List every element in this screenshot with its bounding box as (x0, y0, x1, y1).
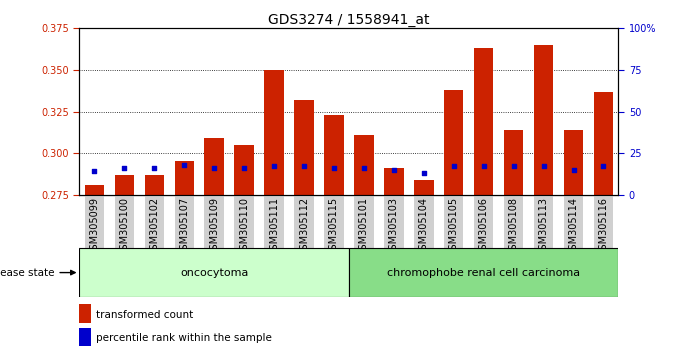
Point (568, 167, 579, 173)
Text: disease state: disease state (0, 268, 54, 278)
Bar (534, 45, 553, 195)
Bar (444, 90, 464, 195)
Bar (205, 138, 224, 195)
Text: transformed count: transformed count (95, 310, 193, 320)
Text: GSM305105: GSM305105 (448, 198, 459, 257)
Bar (79, 304, 91, 323)
Bar (564, 195, 583, 248)
Text: GSM305104: GSM305104 (419, 198, 429, 256)
Point (448, 164, 460, 169)
Text: GSM305114: GSM305114 (569, 198, 578, 256)
Point (89, 169, 100, 174)
Text: GSM305102: GSM305102 (149, 198, 160, 257)
Bar (594, 195, 613, 248)
Bar (354, 135, 374, 195)
Title: GDS3274 / 1558941_at: GDS3274 / 1558941_at (268, 13, 430, 27)
Point (538, 164, 549, 169)
Text: GSM305110: GSM305110 (239, 198, 249, 256)
Bar (444, 195, 464, 248)
Bar (175, 195, 194, 248)
Bar (384, 195, 404, 248)
Bar (354, 195, 374, 248)
Bar (85, 195, 104, 248)
Text: GSM305116: GSM305116 (598, 198, 609, 256)
Bar (115, 175, 134, 195)
Point (418, 170, 429, 176)
Bar (234, 195, 254, 248)
Point (508, 164, 519, 169)
Point (598, 164, 609, 169)
Bar (324, 115, 343, 195)
Point (299, 164, 310, 169)
Text: GSM305099: GSM305099 (89, 198, 100, 256)
Text: GSM305106: GSM305106 (479, 198, 489, 256)
Text: chromophobe renal cell carcinoma: chromophobe renal cell carcinoma (387, 268, 580, 278)
Bar (175, 161, 194, 195)
Bar (474, 195, 493, 248)
Point (269, 164, 280, 169)
Bar (504, 195, 523, 248)
Point (359, 165, 370, 171)
Point (209, 165, 220, 171)
Bar (79, 248, 349, 297)
Text: GSM305115: GSM305115 (329, 198, 339, 257)
Text: GSM305111: GSM305111 (269, 198, 279, 256)
Point (149, 165, 160, 171)
Bar (115, 195, 134, 248)
Point (119, 165, 130, 171)
Bar (564, 130, 583, 195)
Bar (265, 70, 284, 195)
Bar (265, 195, 284, 248)
Bar (144, 195, 164, 248)
Bar (594, 92, 613, 195)
Bar (384, 168, 404, 195)
Text: GSM305112: GSM305112 (299, 198, 309, 257)
Bar (414, 195, 433, 248)
Bar (294, 195, 314, 248)
Bar (414, 180, 433, 195)
Bar (294, 100, 314, 195)
Text: GSM305109: GSM305109 (209, 198, 219, 256)
Bar (79, 328, 91, 347)
Text: percentile rank within the sample: percentile rank within the sample (95, 333, 272, 343)
Text: GSM305107: GSM305107 (179, 198, 189, 257)
Bar (144, 175, 164, 195)
Text: oncocytoma: oncocytoma (180, 268, 248, 278)
Bar (504, 130, 523, 195)
Bar (234, 145, 254, 195)
Text: GSM305108: GSM305108 (509, 198, 519, 256)
Bar (534, 195, 553, 248)
Bar (85, 185, 104, 195)
Bar (205, 195, 224, 248)
Point (478, 164, 489, 169)
Bar (324, 195, 343, 248)
Point (238, 165, 249, 171)
Point (179, 162, 190, 167)
Point (328, 165, 339, 171)
Text: GSM305113: GSM305113 (538, 198, 549, 256)
Text: GSM305101: GSM305101 (359, 198, 369, 256)
Point (388, 167, 399, 173)
Text: GSM305103: GSM305103 (389, 198, 399, 256)
Bar (474, 48, 493, 195)
Bar (349, 248, 618, 297)
Text: GSM305100: GSM305100 (120, 198, 129, 256)
